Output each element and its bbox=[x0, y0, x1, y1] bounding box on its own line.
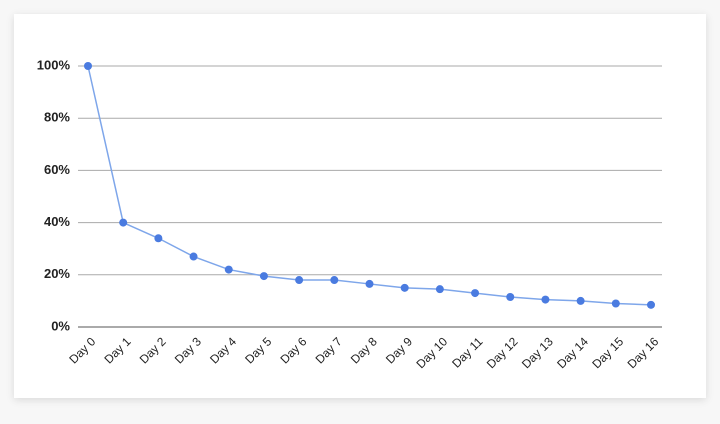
x-tick-label: Day 12 bbox=[484, 334, 521, 371]
y-tick-label: 100% bbox=[37, 57, 71, 72]
x-tick-label: Day 7 bbox=[313, 334, 345, 366]
x-tick-label: Day 13 bbox=[519, 334, 556, 371]
x-tick-label: Day 5 bbox=[242, 334, 274, 366]
x-tick-label: Day 4 bbox=[207, 334, 239, 366]
point bbox=[506, 292, 515, 301]
point bbox=[295, 276, 304, 285]
y-tick-label: 40% bbox=[44, 214, 70, 229]
y-tick-label: 0% bbox=[51, 318, 70, 333]
y-tick-label: 80% bbox=[44, 110, 70, 125]
x-tick-label: Day 1 bbox=[101, 334, 133, 366]
x-tick-label: Day 3 bbox=[172, 334, 204, 366]
point bbox=[189, 252, 198, 261]
point bbox=[119, 218, 128, 227]
point bbox=[435, 285, 444, 294]
point bbox=[365, 279, 374, 288]
point bbox=[647, 300, 655, 309]
chart-card bbox=[14, 14, 706, 398]
y-tick-label: 60% bbox=[44, 162, 70, 177]
x-tick-label: Day 11 bbox=[449, 334, 485, 370]
x-tick-label: Day 15 bbox=[589, 334, 626, 371]
x-tick-label: Day 2 bbox=[137, 334, 169, 366]
x-tick-label: Day 0 bbox=[66, 334, 98, 366]
point bbox=[330, 276, 339, 285]
line bbox=[87, 65, 652, 306]
point bbox=[154, 234, 163, 243]
x-tick-label: Day 14 bbox=[554, 334, 591, 371]
x-tick-label: Day 10 bbox=[413, 334, 450, 371]
point bbox=[224, 265, 233, 274]
x-tick-label: Day 9 bbox=[383, 334, 415, 366]
point bbox=[576, 296, 585, 305]
point bbox=[400, 283, 409, 292]
point bbox=[471, 289, 480, 298]
point bbox=[541, 295, 550, 304]
point bbox=[611, 299, 620, 308]
y-tick-label: 20% bbox=[44, 266, 70, 281]
point bbox=[259, 272, 268, 281]
point bbox=[84, 62, 92, 70]
x-tick-label: Day 8 bbox=[348, 334, 380, 366]
x-tick-label: Day 6 bbox=[277, 334, 309, 366]
x-tick-label: Day 16 bbox=[625, 334, 662, 371]
